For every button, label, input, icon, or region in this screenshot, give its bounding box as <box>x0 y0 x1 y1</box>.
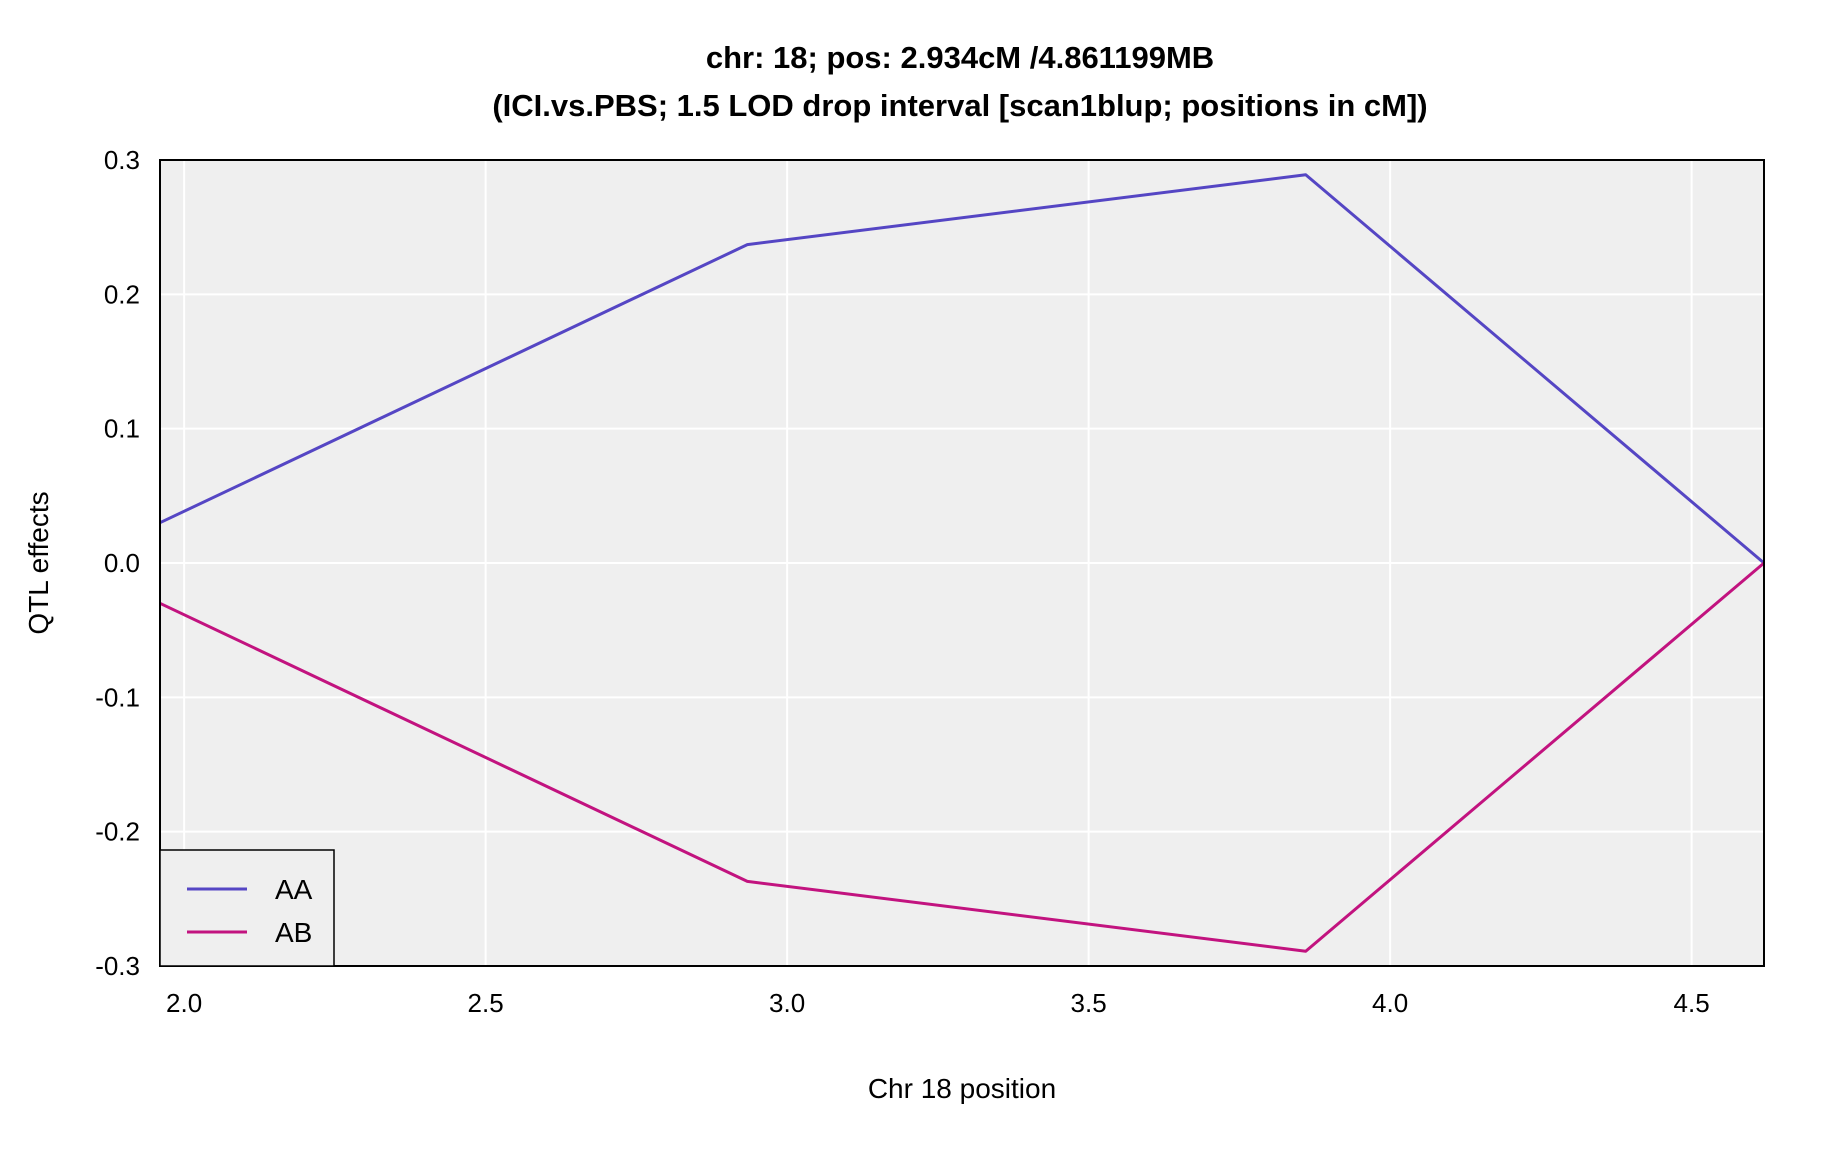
x-tick-label: 2.5 <box>468 988 504 1018</box>
y-tick-label: 0.0 <box>104 548 140 578</box>
y-tick-label: -0.3 <box>95 951 140 981</box>
y-axis-label: QTL effects <box>23 491 54 634</box>
x-tick-label: 3.5 <box>1071 988 1107 1018</box>
x-tick-label: 3.0 <box>769 988 805 1018</box>
y-tick-label: -0.1 <box>95 682 140 712</box>
x-tick-label: 4.0 <box>1372 988 1408 1018</box>
series-layer <box>159 173 1765 953</box>
series-line-aa <box>159 173 1765 565</box>
legend: AA AB <box>159 849 335 967</box>
y-tick-label: 0.3 <box>104 145 140 175</box>
series-line-ab <box>159 561 1765 953</box>
legend-box <box>159 849 335 967</box>
y-tick-label: 0.2 <box>104 279 140 309</box>
legend-label-aa: AA <box>275 874 313 905</box>
y-axis-ticks: -0.3 -0.2 -0.1 0.0 0.1 0.2 0.3 <box>95 145 140 981</box>
x-axis-ticks: 2.0 2.5 3.0 3.5 4.0 4.5 <box>166 988 1710 1018</box>
legend-label-ab: AB <box>275 917 312 948</box>
y-tick-label: 0.1 <box>104 414 140 444</box>
y-tick-label: -0.2 <box>95 817 140 847</box>
x-tick-label: 4.5 <box>1674 988 1710 1018</box>
chart-title: chr: 18; pos: 2.934cM /4.861199MB <box>706 40 1214 75</box>
x-axis-label: Chr 18 position <box>868 1073 1056 1104</box>
plot-frame <box>159 159 1765 967</box>
chart-subtitle: (ICI.vs.PBS; 1.5 LOD drop interval [scan… <box>492 88 1427 123</box>
x-tick-label: 2.0 <box>166 988 202 1018</box>
